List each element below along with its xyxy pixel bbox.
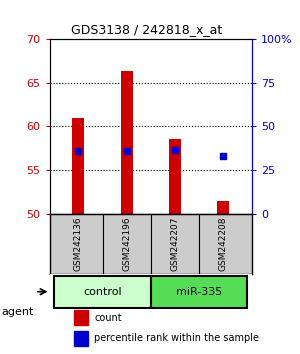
- Text: agent: agent: [2, 307, 34, 317]
- Bar: [74, 331, 88, 346]
- Text: control: control: [83, 287, 122, 297]
- Text: GSM242196: GSM242196: [122, 217, 131, 271]
- Bar: [74, 310, 88, 325]
- Bar: [169, 139, 181, 214]
- Point: [124, 148, 129, 154]
- Text: percentile rank within the sample: percentile rank within the sample: [94, 333, 259, 343]
- Bar: [217, 201, 229, 214]
- Text: miR-335: miR-335: [176, 287, 222, 297]
- Bar: [151, 276, 247, 308]
- Text: GSM242136: GSM242136: [74, 217, 83, 271]
- Point: [221, 153, 226, 159]
- Text: GDS3138 / 242818_x_at: GDS3138 / 242818_x_at: [71, 23, 223, 36]
- Bar: [121, 71, 133, 214]
- Bar: [72, 118, 85, 214]
- Point: [76, 148, 81, 154]
- Text: GSM242207: GSM242207: [170, 217, 179, 271]
- Text: GSM242208: GSM242208: [219, 217, 228, 271]
- Bar: [54, 276, 151, 308]
- Point: [172, 147, 177, 153]
- Text: count: count: [94, 313, 122, 322]
